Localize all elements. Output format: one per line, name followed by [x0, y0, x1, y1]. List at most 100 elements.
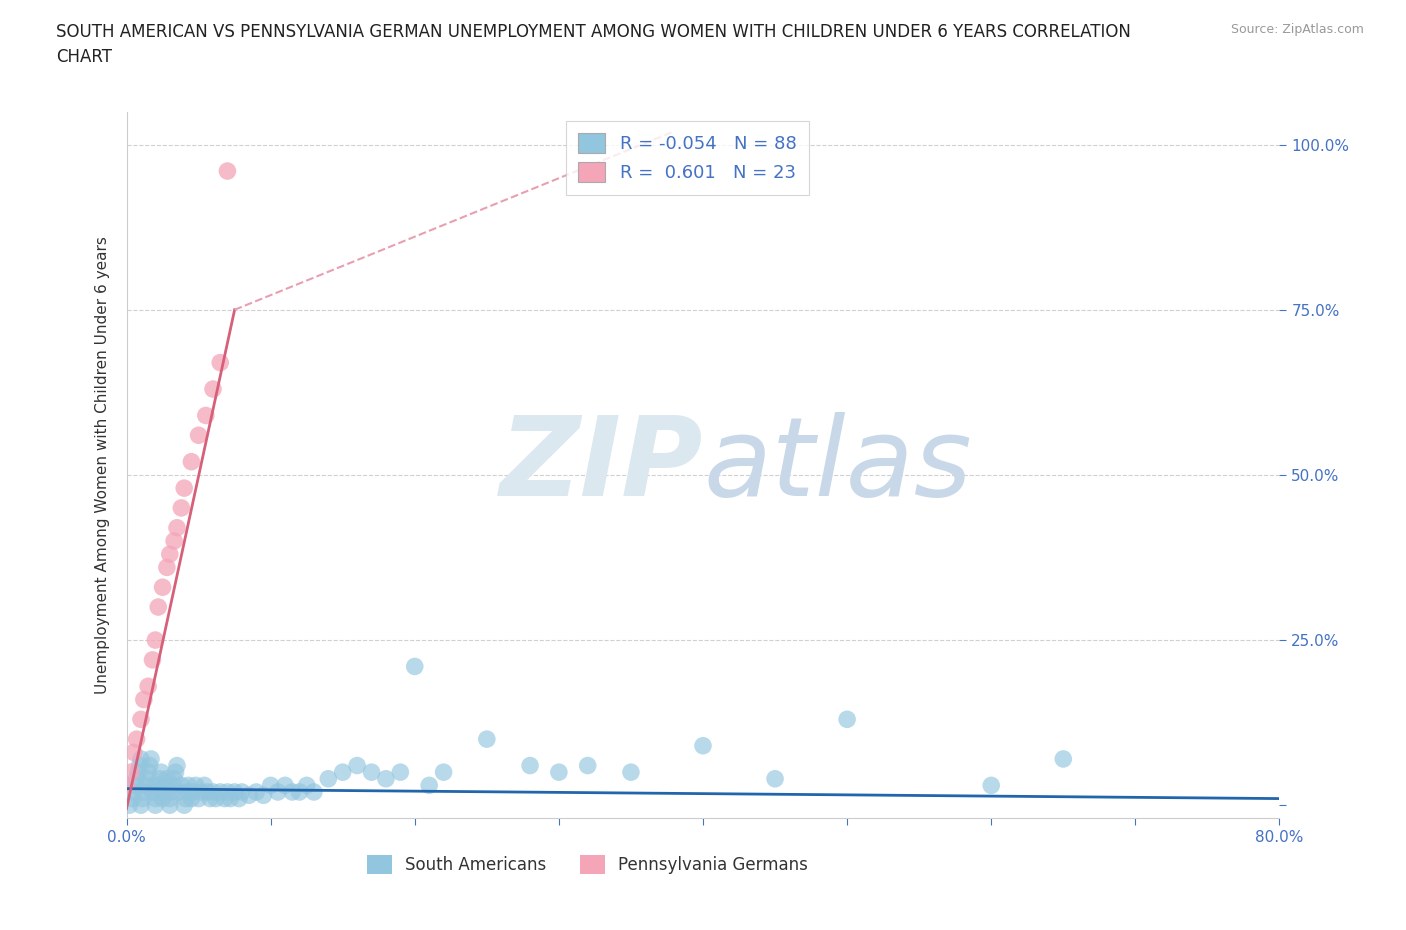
Point — [374, 771, 398, 786]
Point — [219, 791, 242, 806]
Point — [135, 771, 157, 786]
Y-axis label: Unemployment Among Women with Children Under 6 years: Unemployment Among Women with Children U… — [94, 236, 110, 694]
Point — [153, 785, 176, 800]
Point — [121, 791, 143, 806]
Point — [138, 758, 160, 773]
Point — [170, 500, 193, 515]
Point — [180, 791, 202, 806]
Point — [132, 785, 155, 800]
Point — [281, 785, 304, 800]
Point — [214, 791, 236, 806]
Point — [122, 745, 145, 760]
Point — [141, 653, 163, 668]
Point — [763, 771, 786, 786]
Point — [475, 732, 498, 747]
Point — [152, 579, 174, 594]
Point — [177, 777, 200, 792]
Point — [389, 764, 412, 779]
Point — [148, 777, 170, 792]
Point — [149, 771, 172, 786]
Legend: South Americans, Pennsylvania Germans: South Americans, Pennsylvania Germans — [360, 849, 815, 881]
Point — [159, 798, 181, 813]
Point — [145, 798, 166, 813]
Point — [288, 785, 311, 800]
Point — [228, 791, 250, 806]
Point — [159, 791, 181, 806]
Point — [166, 758, 188, 773]
Point — [217, 164, 239, 179]
Point — [245, 785, 267, 800]
Point — [141, 785, 163, 800]
Point — [980, 777, 1002, 792]
Point — [118, 798, 141, 813]
Point — [166, 520, 188, 535]
Text: atlas: atlas — [703, 411, 972, 519]
Text: Source: ZipAtlas.com: Source: ZipAtlas.com — [1230, 23, 1364, 36]
Point — [155, 777, 177, 792]
Point — [165, 764, 187, 779]
Point — [163, 771, 186, 786]
Point — [125, 771, 148, 786]
Text: CHART: CHART — [56, 48, 112, 66]
Point — [252, 788, 274, 803]
Point — [145, 791, 166, 806]
Point — [259, 777, 281, 792]
Point — [139, 751, 162, 766]
Point — [194, 408, 217, 423]
Point — [184, 777, 207, 792]
Point — [173, 798, 195, 813]
Point — [187, 791, 209, 806]
Point — [146, 785, 169, 800]
Point — [152, 791, 174, 806]
Point — [156, 771, 179, 786]
Point — [217, 785, 239, 800]
Point — [295, 777, 318, 792]
Point — [122, 785, 145, 800]
Point — [148, 600, 170, 615]
Point — [181, 785, 204, 800]
Point — [209, 355, 232, 370]
Point — [142, 777, 165, 792]
Point — [360, 764, 382, 779]
Point — [124, 777, 146, 792]
Point — [202, 785, 225, 800]
Point — [127, 764, 149, 779]
Point — [129, 751, 152, 766]
Point — [274, 777, 297, 792]
Point — [238, 788, 260, 803]
Point — [134, 777, 156, 792]
Point — [120, 764, 142, 779]
Point — [620, 764, 643, 779]
Point — [160, 785, 183, 800]
Point — [404, 659, 426, 674]
Point — [418, 777, 440, 792]
Point — [145, 632, 166, 647]
Point — [156, 560, 179, 575]
Point — [302, 785, 325, 800]
Point — [198, 791, 221, 806]
Point — [163, 534, 186, 549]
Point — [173, 481, 195, 496]
Point — [346, 758, 368, 773]
Point — [129, 798, 152, 813]
Text: SOUTH AMERICAN VS PENNSYLVANIA GERMAN UNEMPLOYMENT AMONG WOMEN WITH CHILDREN UND: SOUTH AMERICAN VS PENNSYLVANIA GERMAN UN… — [56, 23, 1130, 41]
Point — [129, 711, 152, 726]
Point — [209, 785, 232, 800]
Point — [136, 764, 159, 779]
Point — [433, 764, 456, 779]
Point — [115, 777, 138, 792]
Point — [224, 785, 246, 800]
Point — [193, 777, 215, 792]
Point — [519, 758, 541, 773]
Point — [180, 454, 202, 469]
Point — [692, 738, 714, 753]
Point — [195, 785, 218, 800]
Point — [115, 777, 138, 792]
Point — [548, 764, 571, 779]
Point — [1052, 751, 1074, 766]
Point — [176, 785, 198, 800]
Point — [136, 679, 159, 694]
Point — [190, 785, 212, 800]
Point — [205, 791, 228, 806]
Point — [131, 791, 153, 806]
